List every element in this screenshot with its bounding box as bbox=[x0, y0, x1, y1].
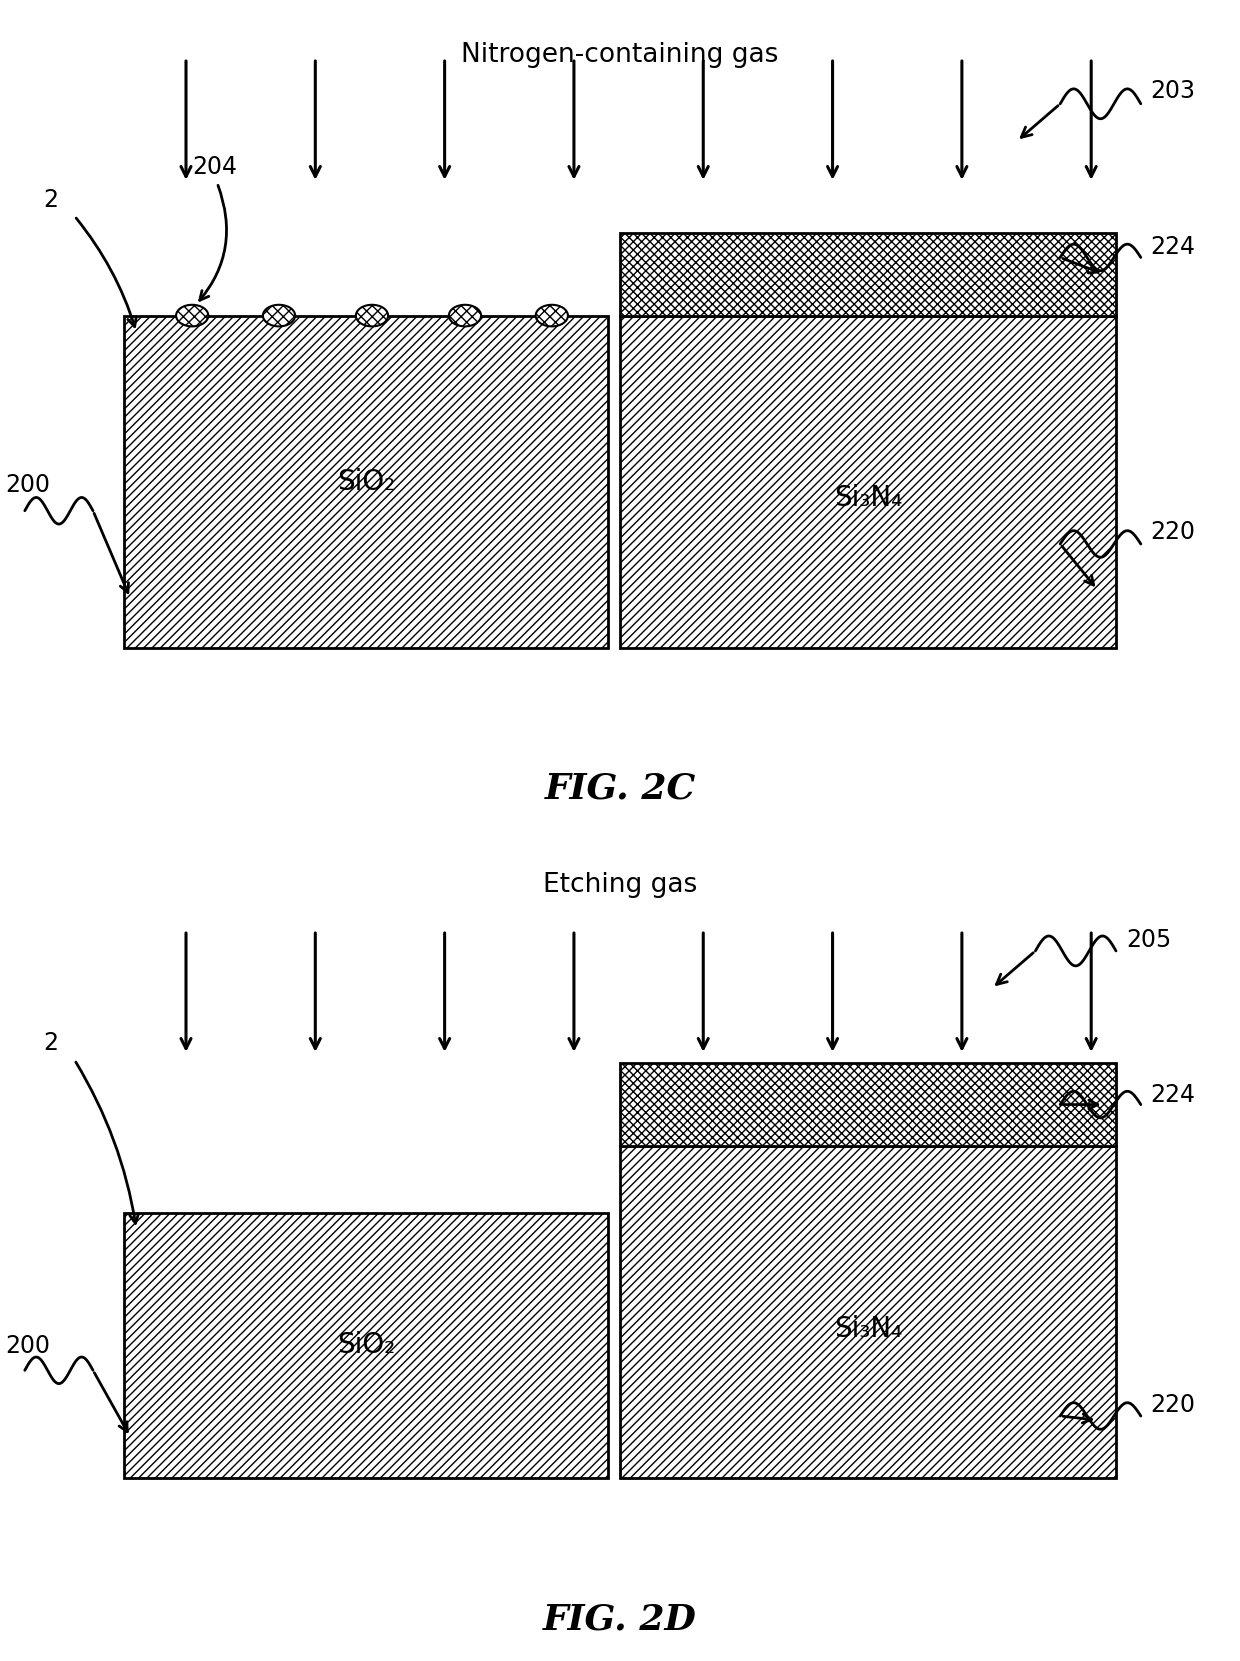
Text: SiO₂: SiO₂ bbox=[337, 468, 394, 495]
Text: 224: 224 bbox=[1151, 236, 1195, 259]
Bar bbox=[620, 1063, 1116, 1146]
Text: 205: 205 bbox=[1126, 928, 1171, 952]
Circle shape bbox=[263, 306, 295, 326]
Text: 220: 220 bbox=[1151, 1394, 1195, 1417]
Bar bbox=[620, 233, 1116, 316]
Circle shape bbox=[536, 306, 568, 326]
Circle shape bbox=[356, 306, 388, 326]
Bar bbox=[620, 1146, 1116, 1478]
Text: Etching gas: Etching gas bbox=[543, 872, 697, 899]
Text: Si₃N₄: Si₃N₄ bbox=[833, 1316, 903, 1342]
Bar bbox=[620, 316, 1116, 648]
Text: 203: 203 bbox=[1151, 80, 1195, 103]
Text: 200: 200 bbox=[5, 1334, 50, 1359]
Text: Nitrogen-containing gas: Nitrogen-containing gas bbox=[461, 42, 779, 68]
Text: 200: 200 bbox=[5, 473, 50, 497]
Text: 2: 2 bbox=[43, 1031, 58, 1055]
Bar bbox=[124, 1213, 608, 1478]
Bar bbox=[620, 1146, 1116, 1478]
Circle shape bbox=[449, 306, 481, 326]
Bar bbox=[124, 1213, 608, 1478]
Bar bbox=[620, 316, 1116, 648]
Bar bbox=[620, 1063, 1116, 1146]
Text: SiO₂: SiO₂ bbox=[337, 1332, 394, 1359]
Bar bbox=[620, 233, 1116, 316]
Text: 220: 220 bbox=[1151, 520, 1195, 543]
Circle shape bbox=[176, 306, 208, 326]
Text: Si₃N₄: Si₃N₄ bbox=[833, 485, 903, 512]
Text: 2: 2 bbox=[43, 188, 58, 213]
Text: 204: 204 bbox=[192, 154, 237, 178]
Text: FIG. 2D: FIG. 2D bbox=[543, 1603, 697, 1636]
Text: FIG. 2C: FIG. 2C bbox=[544, 772, 696, 806]
Bar bbox=[124, 316, 608, 648]
Bar bbox=[124, 316, 608, 648]
Text: 224: 224 bbox=[1151, 1083, 1195, 1106]
